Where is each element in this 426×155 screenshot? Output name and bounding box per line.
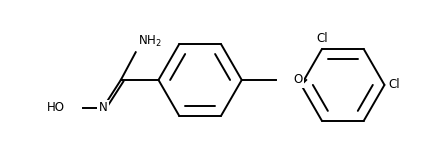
Text: O: O <box>293 73 302 86</box>
Text: NH$_2$: NH$_2$ <box>137 34 161 49</box>
Text: N: N <box>98 101 107 114</box>
Text: Cl: Cl <box>316 32 327 45</box>
Text: HO: HO <box>47 101 65 114</box>
Text: Cl: Cl <box>388 78 399 91</box>
